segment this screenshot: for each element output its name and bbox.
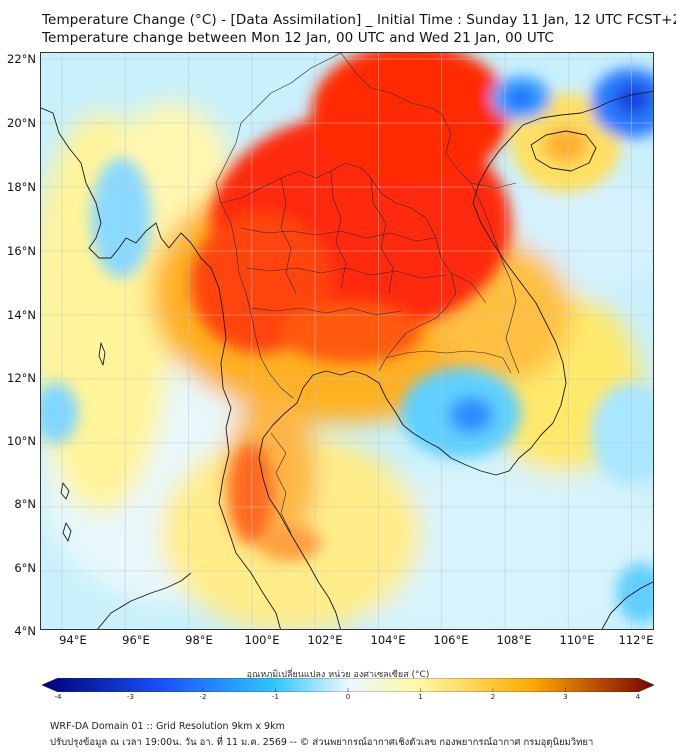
colorbar-tick-label: -4 bbox=[54, 693, 62, 701]
colorbar-tick-label: 3 bbox=[563, 693, 568, 701]
colorbar-tick-label: -1 bbox=[272, 693, 279, 701]
borders bbox=[215, 53, 520, 534]
map-panel bbox=[40, 52, 654, 630]
lon-label-102e: 102°E bbox=[307, 633, 343, 647]
lat-label-14n: 14°N bbox=[7, 308, 36, 322]
colorbar-tick-label: 4 bbox=[635, 693, 641, 701]
colorbar-tick-label: -2 bbox=[199, 693, 207, 701]
colorbar-gradient bbox=[42, 678, 654, 692]
lon-label-108e: 108°E bbox=[496, 633, 532, 647]
lon-label-104e: 104°E bbox=[370, 633, 406, 647]
lon-label-100e: 100°E bbox=[244, 633, 280, 647]
coastlines bbox=[41, 90, 653, 629]
chart-title: Temperature Change (°C) - [Data Assimila… bbox=[42, 12, 676, 28]
temperature-change-map bbox=[41, 53, 653, 629]
lat-label-18n: 18°N bbox=[7, 180, 36, 194]
lat-label-8n: 8°N bbox=[14, 497, 36, 511]
lon-label-106e: 106°E bbox=[433, 633, 469, 647]
lon-label-96e: 96°E bbox=[122, 633, 150, 647]
colorbar-ticks bbox=[57, 688, 639, 692]
lat-label-22n: 22°N bbox=[7, 52, 36, 66]
colorbar-tick-label: 0 bbox=[345, 693, 351, 701]
colorbar bbox=[42, 678, 654, 692]
colorbar-tick-label: -3 bbox=[127, 693, 134, 701]
colorbar-tick-label: 1 bbox=[418, 693, 423, 701]
lat-label-6n: 6°N bbox=[14, 561, 36, 575]
lat-label-12n: 12°N bbox=[7, 371, 36, 385]
lon-label-98e: 98°E bbox=[185, 633, 213, 647]
lat-label-20n: 20°N bbox=[7, 116, 36, 130]
footer-credit: ปรับปรุงข้อมูล ณ เวลา 19:00น. วัน อา. ที… bbox=[50, 737, 594, 748]
graticule bbox=[41, 53, 653, 629]
lat-label-10n: 10°N bbox=[7, 434, 36, 448]
colorbar-tick-label: 2 bbox=[490, 693, 496, 701]
lat-label-16n: 16°N bbox=[7, 244, 36, 258]
lon-label-112e: 112°E bbox=[618, 633, 654, 647]
lon-label-110e: 110°E bbox=[559, 633, 595, 647]
lon-label-94e: 94°E bbox=[59, 633, 87, 647]
colorbar-title: อุณหภูมิเปลี่ยนแปลง หน่วย องศาเซลเซียส (… bbox=[246, 670, 430, 680]
footer-model-info: WRF-DA Domain 01 :: Grid Resolution 9km … bbox=[50, 721, 285, 732]
field-blobs-sharp bbox=[41, 53, 653, 623]
lat-label-4n: 4°N bbox=[14, 624, 36, 638]
chart-subtitle: Temperature change between Mon 12 Jan, 0… bbox=[42, 30, 554, 46]
